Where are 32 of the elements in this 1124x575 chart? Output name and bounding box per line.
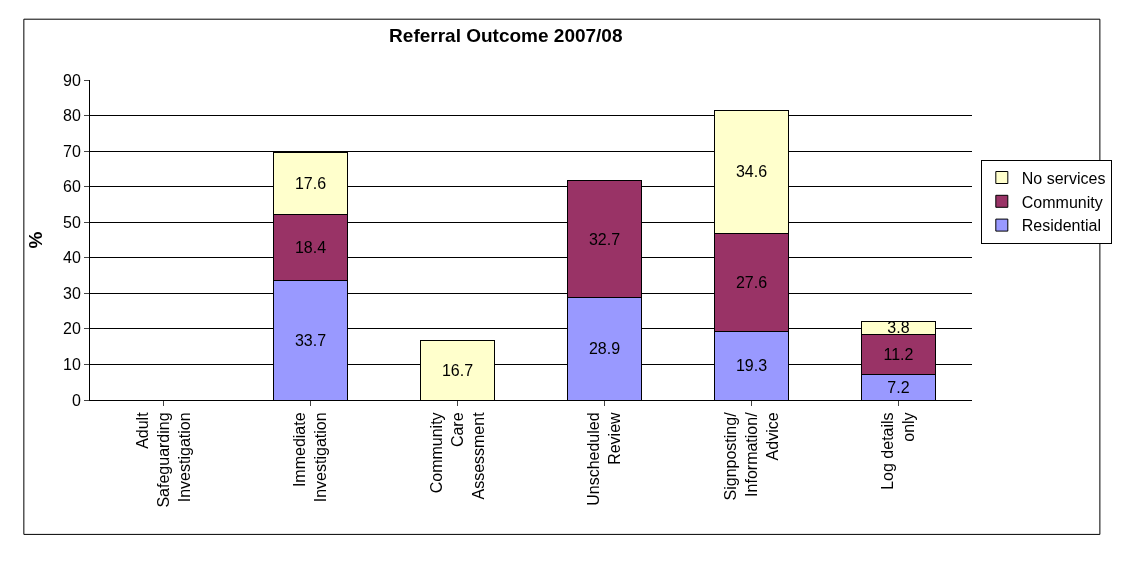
y-tick-label: 50: [63, 213, 81, 231]
y-tick-label: 30: [63, 284, 81, 302]
y-tick-label: 70: [63, 142, 81, 160]
x-tick-label: Community Care Assessment: [427, 411, 487, 500]
y-tick-label: 0: [71, 391, 81, 409]
data-label: 33.7: [294, 331, 327, 349]
y-tick-label: 60: [63, 178, 81, 196]
chart-title: Referral Outcome 2007/08: [389, 25, 623, 47]
data-label: 19.3: [735, 357, 768, 375]
data-label: 7.2: [887, 378, 910, 396]
y-tick-label: 80: [63, 107, 81, 125]
legend-label: No services: [1021, 169, 1106, 187]
y-axis-title: %: [24, 231, 46, 249]
y-tick-label: 90: [63, 71, 81, 89]
x-tick-label: Immediate Investigation: [291, 412, 330, 503]
data-label: 32.7: [588, 230, 621, 248]
data-label: 28.9: [588, 340, 621, 358]
data-label: 27.6: [735, 273, 768, 291]
x-tick-label: Unscheduled Review: [585, 411, 624, 506]
x-tick-label: Signposting/ Information/ Advice: [721, 411, 781, 501]
data-label: 11.2: [883, 345, 914, 363]
data-label: 34.6: [735, 163, 768, 181]
data-label: 17.6: [294, 174, 327, 192]
y-tick-label: 10: [63, 356, 81, 374]
data-label: 16.7: [441, 361, 474, 379]
x-tick-label: Adult Safeguarding Investigation: [133, 411, 193, 508]
legend-label: Residential: [1021, 217, 1101, 235]
y-tick-label: 20: [63, 320, 81, 338]
y-tick-label: 40: [63, 249, 81, 267]
legend-label: Community: [1021, 193, 1103, 211]
x-tick-label: Log details only: [879, 412, 918, 490]
data-label: 18.4: [294, 238, 327, 256]
